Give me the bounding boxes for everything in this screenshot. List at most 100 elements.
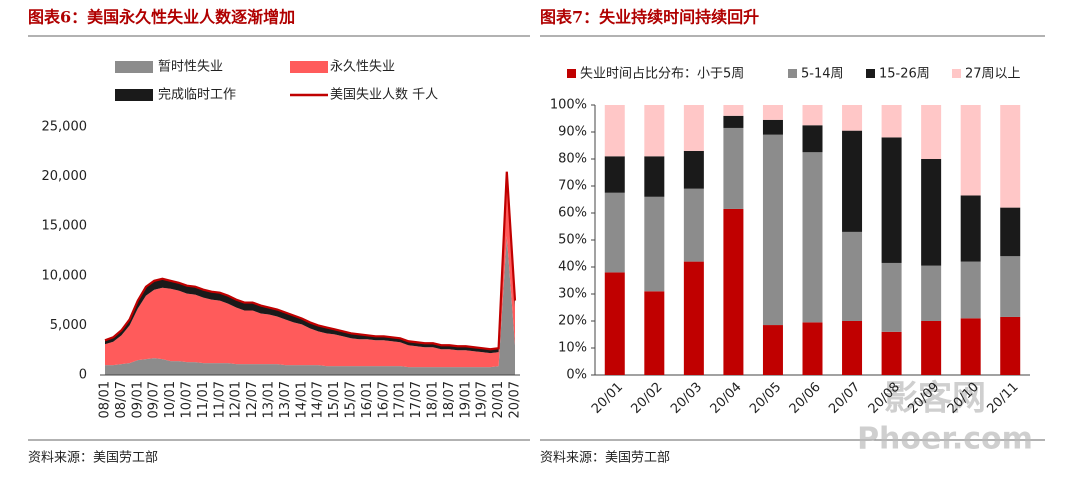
x-tick-label: 12/07 [245,381,260,418]
x-tick-label: 11/07 [212,381,227,418]
x-tick-label: 09/07 [147,381,162,418]
x-tick-label: 20/07 [508,381,523,418]
chart-title: 图表6：美国永久性失业人数逐渐增加 [28,8,295,27]
x-tick-label: 19/07 [475,381,490,418]
y-tick-label: 100% [550,98,587,113]
bar-segment [604,105,625,157]
x-tick-label: 14/07 [311,381,326,418]
bar-segment [881,105,902,138]
y-tick-label: 25,000 [42,120,88,135]
y-tick-label: 0% [566,368,587,383]
legend-swatch [788,69,797,78]
bar-segment [921,105,942,159]
legend-swatch [567,69,576,78]
bar-segment [723,115,744,128]
bar-segment [762,105,783,120]
bar-segment [881,331,902,375]
bar-segment [960,261,981,319]
x-tick-label: 16/07 [376,381,391,418]
x-tick-label: 10/07 [180,381,195,418]
bar-segment [762,134,783,326]
area [105,236,515,375]
bar-segment [1000,105,1021,208]
legend-label: 失业时间占比分布：小于5周 [580,67,744,82]
bar-segment [683,105,704,151]
bar-segment [604,272,625,375]
bar-segment [921,159,942,266]
bar-segment [802,105,823,126]
bar-segment [802,125,823,153]
line [104,171,517,351]
x-tick-label: 17/07 [409,381,424,418]
y-tick-label: 30% [558,287,587,302]
x-tick-label: 08/07 [114,381,129,418]
x-tick-label: 20/01 [491,381,506,418]
bar-segment [802,322,823,375]
bar-segment [762,325,783,375]
y-tick-label: 5,000 [50,318,87,333]
y-tick-label: 70% [558,179,587,194]
x-tick-label: 20/11 [984,380,1021,417]
bar-segment [881,262,902,332]
legend-label: 27周以上 [965,67,1021,82]
legend-swatch [115,61,153,73]
bar-segment [604,192,625,273]
bar-segment [644,156,665,197]
bar-segment [723,105,744,116]
x-tick-label: 20/02 [629,380,666,417]
legend-swatch [290,61,328,73]
bar-segment [1000,207,1021,257]
x-tick-label: 16/01 [360,381,375,418]
y-tick-label: 10% [558,341,587,356]
bar-segment [683,150,704,189]
legend-label: 永久性失业 [330,60,395,75]
y-tick-label: 40% [558,260,587,275]
bar-segment [960,318,981,375]
y-tick-label: 0 [79,368,87,383]
y-tick-label: 80% [558,152,587,167]
bar-segment [921,265,942,321]
bar-segment [842,231,863,321]
bar-segment [644,105,665,157]
watermark: 影客网 [884,379,986,419]
x-tick-label: 11/01 [196,381,211,418]
x-tick-label: 09/01 [130,381,145,418]
x-tick-label: 19/01 [458,381,473,418]
legend-swatch [115,89,153,101]
x-tick-label: 17/01 [393,381,408,418]
x-tick-label: 12/01 [229,381,244,418]
x-tick-label: 13/01 [262,381,277,418]
bar-segment [683,188,704,262]
x-tick-label: 20/07 [826,380,863,417]
x-tick-label: 20/05 [747,380,784,417]
bar-segment [644,196,665,292]
bar-segment [842,130,863,232]
x-tick-label: 15/07 [344,381,359,418]
bar-segment [604,156,625,193]
bar-segment [881,137,902,263]
bar-segment [1000,316,1021,375]
y-tick-label: 10,000 [42,268,88,283]
bar-segment [762,119,783,135]
x-tick-label: 18/01 [426,381,441,418]
bar-segment [723,208,744,375]
y-tick-label: 90% [558,125,587,140]
x-tick-label: 18/07 [442,381,457,418]
bar-segment [802,152,823,323]
x-tick-label: 14/01 [294,381,309,418]
y-tick-label: 20,000 [42,169,88,184]
chart-title: 图表7：失业持续时间持续回升 [540,8,759,27]
bar-segment [842,105,863,131]
legend-label: 5-14周 [801,67,844,82]
x-tick-label: 08/01 [98,381,113,418]
x-tick-label: 20/03 [668,380,705,417]
x-tick-label: 20/01 [589,380,626,417]
bar-segment [723,127,744,209]
bar-segment [644,291,665,375]
bar-segment [921,321,942,375]
legend-label: 美国失业人数 千人 [330,88,438,103]
y-tick-label: 15,000 [42,219,88,234]
legend-label: 15-26周 [879,67,930,82]
legend-swatch [866,69,875,78]
